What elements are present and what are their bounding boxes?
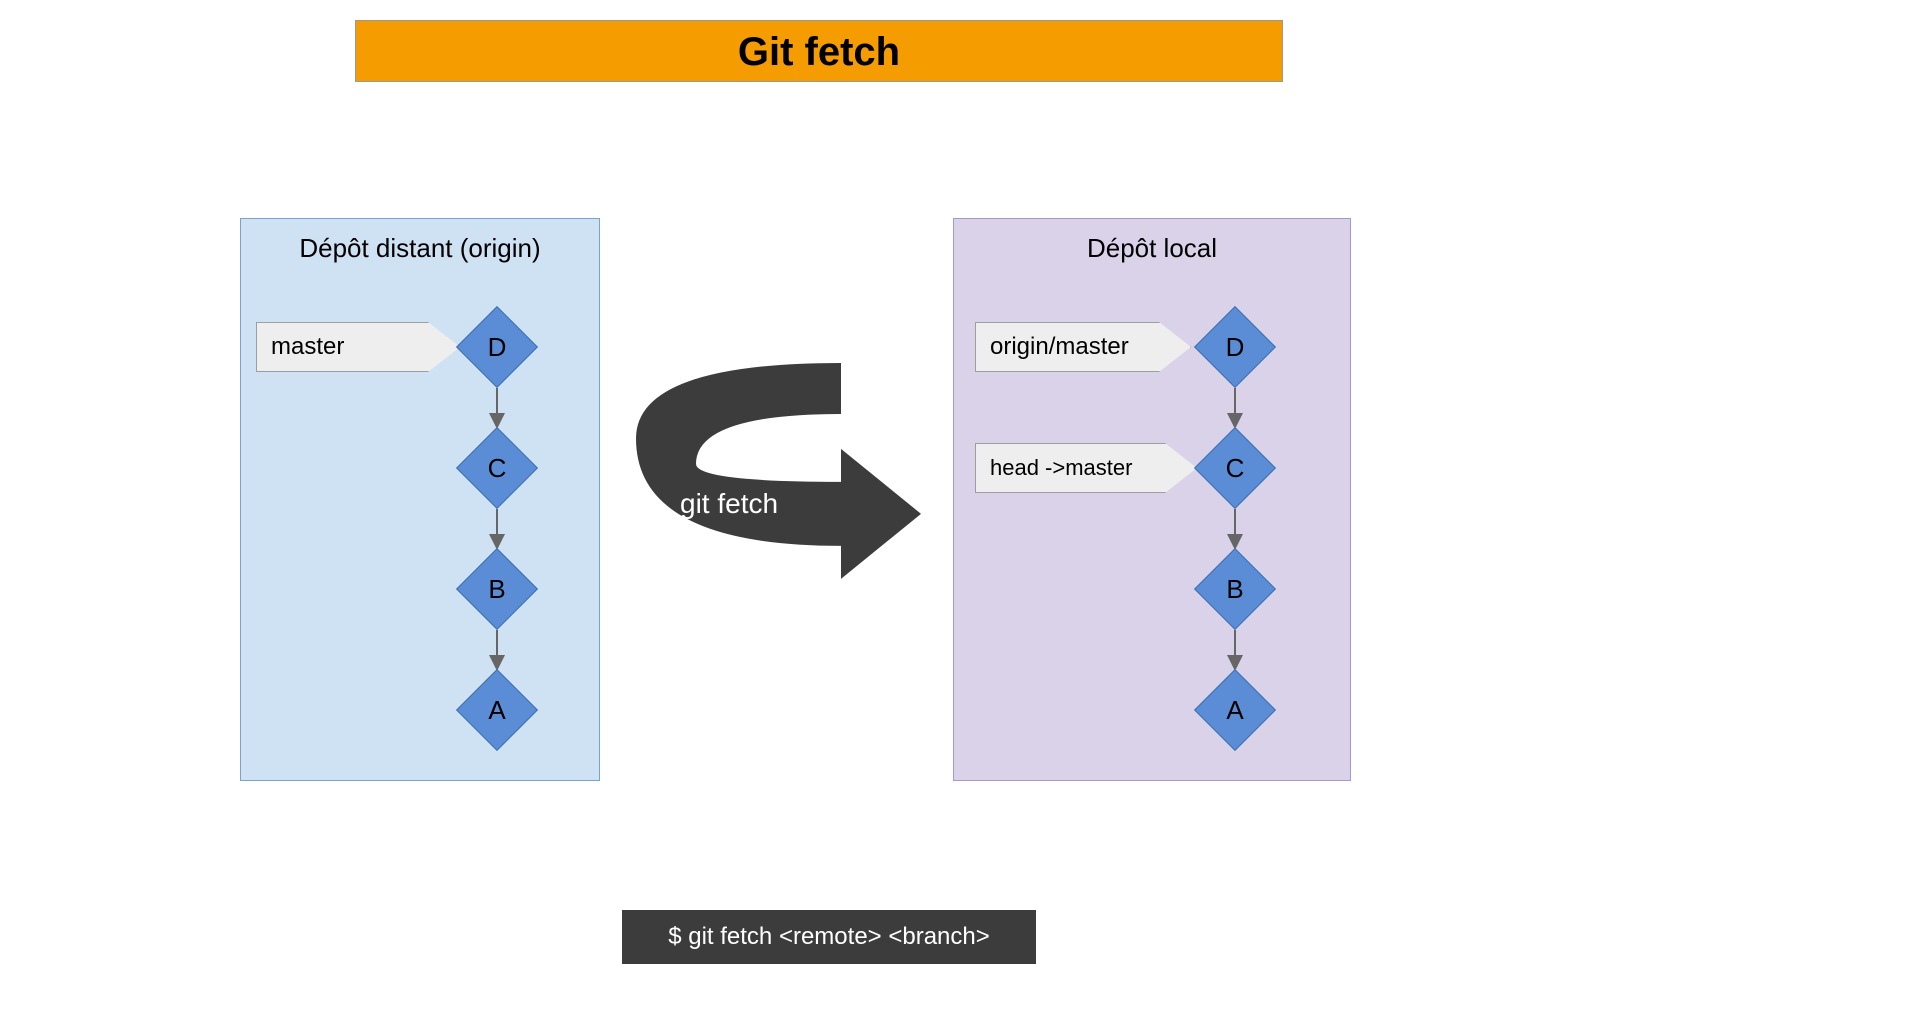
commit-label: A — [488, 695, 505, 726]
commit-node: B — [468, 560, 526, 618]
local-repo-title: Dépôt local — [954, 233, 1350, 264]
commit-node: C — [468, 439, 526, 497]
page-title-text: Git fetch — [738, 30, 900, 74]
remote-repo-title: Dépôt distant (origin) — [241, 233, 599, 264]
commit-label: D — [1226, 332, 1245, 363]
fetch-arrow-label: git fetch — [680, 488, 778, 520]
remote-repo-panel: Dépôt distant (origin) — [240, 218, 600, 781]
fetch-arrow-icon — [626, 354, 921, 576]
commit-label: B — [1226, 574, 1243, 605]
commit-label: D — [488, 332, 507, 363]
branch-tag: head ->master — [975, 443, 1197, 493]
branch-tag-label: head ->master — [990, 455, 1132, 481]
commit-label: B — [488, 574, 505, 605]
commit-node: D — [1206, 318, 1264, 376]
branch-tag: origin/master — [975, 322, 1191, 372]
command-text: $ git fetch <remote> <branch> — [668, 923, 990, 951]
commit-label: C — [1226, 453, 1245, 484]
local-repo-panel: Dépôt local — [953, 218, 1351, 781]
commit-label: A — [1226, 695, 1243, 726]
branch-tag: master — [256, 322, 460, 372]
curved-arrow-path — [636, 363, 921, 579]
commit-node: A — [1206, 681, 1264, 739]
commit-node: A — [468, 681, 526, 739]
branch-tag-label: master — [271, 333, 344, 361]
commit-node: C — [1206, 439, 1264, 497]
page-title: Git fetch — [355, 20, 1283, 82]
commit-node: B — [1206, 560, 1264, 618]
branch-tag-label: origin/master — [990, 333, 1129, 361]
command-box: $ git fetch <remote> <branch> — [622, 910, 1036, 964]
commit-node: D — [468, 318, 526, 376]
commit-label: C — [488, 453, 507, 484]
